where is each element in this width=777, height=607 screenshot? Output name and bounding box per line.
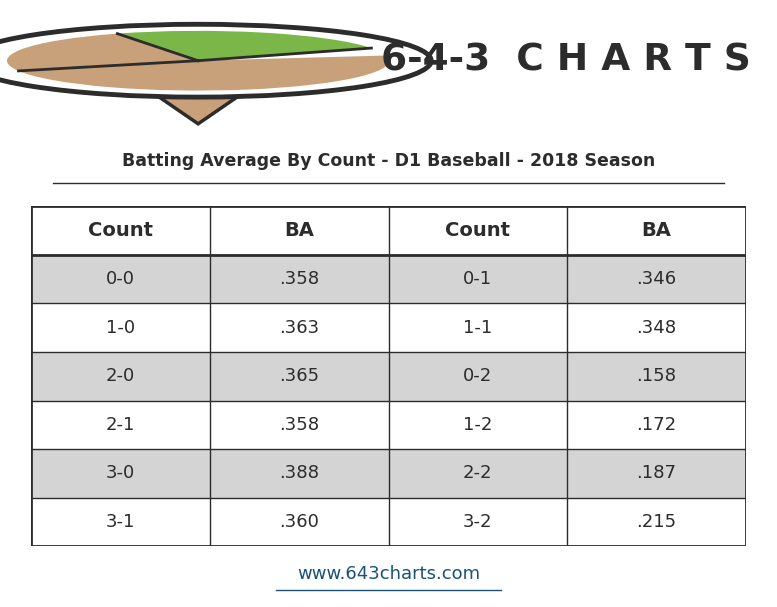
Text: .187: .187 [636,464,677,483]
Text: 2-0: 2-0 [106,367,135,385]
Text: 0-2: 0-2 [463,367,493,385]
Text: .215: .215 [636,513,677,531]
Text: .346: .346 [636,270,677,288]
Bar [31,255,746,304]
Text: .172: .172 [636,416,677,434]
Text: 1-2: 1-2 [463,416,493,434]
Text: 1-1: 1-1 [463,319,493,337]
Text: .348: .348 [636,319,677,337]
Text: 3-1: 3-1 [106,513,135,531]
Bar [31,401,746,449]
Wedge shape [7,33,198,71]
Text: 0-1: 0-1 [463,270,493,288]
Text: Count: Count [445,221,510,240]
Text: Count: Count [88,221,153,240]
Text: .358: .358 [279,416,319,434]
Text: BA: BA [642,221,671,240]
Text: .158: .158 [636,367,677,385]
Bar [31,352,746,401]
Wedge shape [117,31,371,61]
Text: 3-0: 3-0 [106,464,135,483]
Text: 2-1: 2-1 [106,416,135,434]
Bar [31,498,746,546]
Text: .360: .360 [279,513,319,531]
Text: BA: BA [284,221,314,240]
Text: 2-2: 2-2 [463,464,493,483]
Text: .365: .365 [279,367,319,385]
Text: 3-2: 3-2 [463,513,493,531]
Text: 1-0: 1-0 [106,319,135,337]
Wedge shape [19,55,389,90]
Text: Batting Average By Count - D1 Baseball - 2018 Season: Batting Average By Count - D1 Baseball -… [122,152,655,170]
Bar [31,206,746,255]
Text: 6-4-3  C H A R T S: 6-4-3 C H A R T S [381,42,751,79]
Text: .358: .358 [279,270,319,288]
Bar [31,449,746,498]
Text: .363: .363 [279,319,319,337]
Polygon shape [159,97,237,124]
Text: www.643charts.com: www.643charts.com [297,565,480,583]
Bar [31,304,746,352]
Text: 0-0: 0-0 [106,270,135,288]
Text: .388: .388 [279,464,319,483]
